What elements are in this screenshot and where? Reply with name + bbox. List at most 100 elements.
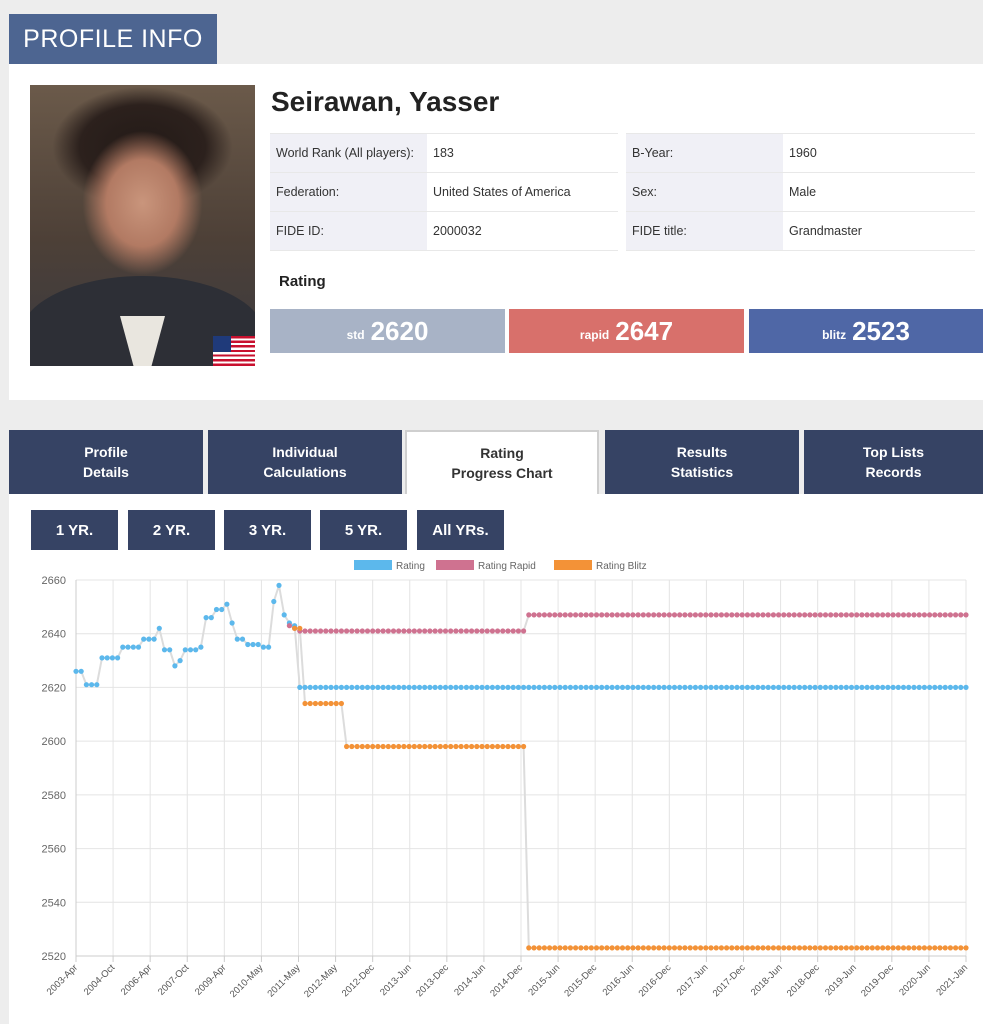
data-point <box>458 684 464 690</box>
data-point <box>307 628 313 634</box>
range-1yr-button[interactable]: 1 YR. <box>31 510 118 550</box>
info-table-right: B-Year: 1960 Sex: Male FIDE title: Grand… <box>626 133 975 251</box>
player-photo <box>30 85 255 366</box>
fide-title-label: FIDE title: <box>626 212 783 250</box>
data-point <box>630 612 636 618</box>
x-tick-label: 2014-Jun <box>452 962 488 998</box>
data-point <box>515 684 521 690</box>
data-point <box>552 945 558 951</box>
b-year-label: B-Year: <box>626 134 783 172</box>
data-point <box>349 628 355 634</box>
data-point <box>338 700 344 707</box>
data-point <box>583 684 589 690</box>
data-point <box>776 612 782 618</box>
tab-label-line1: Results <box>676 444 728 460</box>
profile-info-header: PROFILE INFO <box>9 14 217 64</box>
x-tick-label: 2019-Dec <box>859 962 896 999</box>
data-point <box>552 684 558 690</box>
data-point <box>864 945 870 951</box>
data-point <box>312 628 318 634</box>
data-point <box>880 612 886 618</box>
data-point <box>573 684 579 690</box>
data-point <box>442 684 449 690</box>
data-point <box>593 684 600 690</box>
data-point <box>448 684 454 690</box>
data-point <box>354 684 360 690</box>
rapid-rating-box: rapid 2647 <box>509 309 744 353</box>
tab-top-lists-records[interactable]: Top Lists Records <box>804 430 983 494</box>
data-point <box>661 684 667 690</box>
data-point <box>656 684 662 690</box>
x-tick-label: 2015-Dec <box>562 962 599 999</box>
range-3yr-button[interactable]: 3 YR. <box>224 510 311 550</box>
data-point <box>479 628 485 634</box>
data-point <box>531 612 537 618</box>
data-point <box>739 612 745 618</box>
std-rating-box: std 2620 <box>270 309 505 353</box>
data-point <box>416 743 423 750</box>
data-point <box>958 684 964 690</box>
data-point <box>895 684 901 690</box>
data-point <box>599 684 605 690</box>
data-point <box>927 612 933 618</box>
data-point <box>526 684 532 690</box>
data-point <box>567 945 574 951</box>
range-2yr-button[interactable]: 2 YR. <box>128 510 215 550</box>
tab-profile-details[interactable]: Profile Details <box>9 430 203 494</box>
data-point <box>765 945 771 951</box>
data-point <box>469 628 475 634</box>
data-point <box>489 628 495 634</box>
data-point <box>234 636 240 642</box>
data-point <box>406 628 412 634</box>
data-point <box>354 743 360 750</box>
range-5yr-button[interactable]: 5 YR. <box>320 510 407 550</box>
data-point <box>953 945 959 951</box>
x-tick-label: 2018-Jun <box>749 962 785 998</box>
range-all-years-button[interactable]: All YRs. <box>417 510 504 550</box>
legend-label: Rating Blitz <box>596 561 647 572</box>
data-point <box>161 647 168 653</box>
data-point <box>364 684 371 690</box>
data-point <box>791 684 797 690</box>
data-point <box>401 743 407 750</box>
y-tick-label: 2520 <box>42 951 66 963</box>
data-point <box>364 628 371 634</box>
data-point <box>359 628 365 634</box>
flag-canton <box>213 336 231 352</box>
data-point <box>208 615 214 621</box>
tab-results-statistics[interactable]: Results Statistics <box>605 430 799 494</box>
data-point <box>677 684 683 690</box>
x-tick-label: 2017-Dec <box>711 962 748 999</box>
data-point <box>422 628 428 634</box>
data-point <box>625 684 631 690</box>
data-point <box>588 612 594 618</box>
data-point <box>718 612 725 618</box>
tab-individual-calculations[interactable]: Individual Calculations <box>208 430 402 494</box>
data-point <box>469 684 475 690</box>
data-point <box>645 612 652 618</box>
data-point <box>885 945 891 951</box>
data-point <box>474 684 480 690</box>
data-point <box>671 612 678 618</box>
data-point <box>604 945 610 951</box>
data-point <box>869 612 875 618</box>
data-point <box>437 628 443 634</box>
data-point <box>536 684 542 690</box>
data-point <box>942 684 948 690</box>
data-point <box>609 945 615 951</box>
tab-rating-progress-chart[interactable]: Rating Progress Chart <box>405 430 599 494</box>
data-point <box>729 612 735 618</box>
data-point <box>479 743 485 750</box>
chart-series <box>73 582 969 951</box>
data-point <box>427 628 433 634</box>
data-point <box>448 628 454 634</box>
data-point <box>666 684 672 690</box>
data-point <box>791 945 797 951</box>
data-point <box>292 625 298 631</box>
data-point <box>307 684 313 690</box>
data-point <box>854 945 860 951</box>
data-point <box>83 682 89 688</box>
data-point <box>880 945 886 951</box>
data-point <box>776 684 782 690</box>
data-point <box>552 612 558 618</box>
